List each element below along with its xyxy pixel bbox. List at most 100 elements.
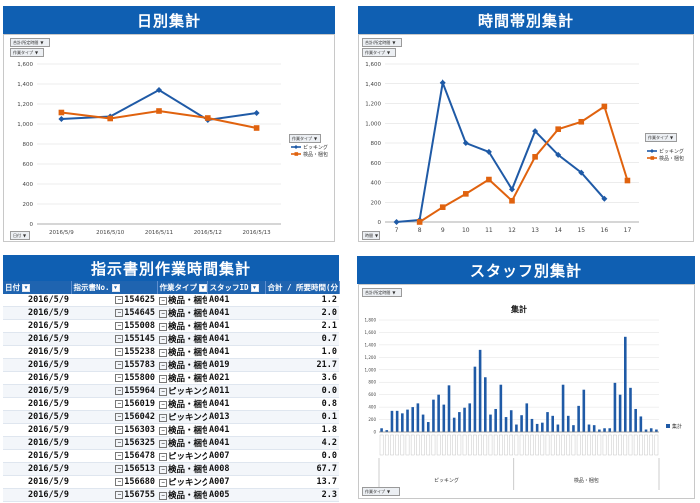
cell-instruction-no: −154625 [71,294,157,307]
staff-category-cell [457,434,462,456]
collapse-icon[interactable]: − [115,425,124,434]
header-date[interactable]: 日付 ▼ [3,281,72,294]
collapse-icon[interactable]: − [115,490,124,499]
collapse-icon[interactable]: − [115,399,124,408]
collapse-icon[interactable]: − [115,321,124,330]
table-row[interactable]: 2016/5/9−156325− 検品・梱包 A041 4.2 [3,436,339,450]
header-instruction-no[interactable]: 指示書No. ▼ [71,281,158,294]
staff-bar [639,416,643,432]
cell-instruction-no: −156478 [71,449,157,463]
table-row[interactable]: 2016/5/9−156755− 検品・梱包 A005 2.3 [3,488,339,502]
collapse-icon[interactable]: − [115,451,124,460]
legend-swatch [666,424,670,428]
x-tick-label: 16 [601,227,609,234]
x-tick-label: 9 [441,227,445,234]
collapse-icon[interactable]: − [115,412,124,421]
collapse-icon[interactable]: − [115,347,124,356]
header-staff-id[interactable]: スタッフID ▼ [207,281,266,294]
staff-chart-title: 集計 [510,304,527,314]
daily-task-field-button[interactable]: 作業タイプ ▼ [10,48,44,57]
hourly-legend-field-button[interactable]: 作業タイプ ▼ [645,133,677,142]
cell-instruction-no: −155145 [71,332,157,346]
hourly-task-field-button[interactable]: 作業タイプ ▼ [362,48,396,57]
daily-axis-field-button[interactable]: 日付 ▼ [10,231,30,240]
table-row[interactable]: 2016/5/9−154645− 検品・梱包 A041 2.0 [3,306,339,320]
cell-instruction-no: −155964 [71,384,157,398]
y-tick-label: 400 [368,405,376,410]
filter-dropdown-icon[interactable]: ▼ [199,284,206,292]
staff-category-cell [410,434,415,456]
table-row[interactable]: 2016/5/9−156042− ピッキング A013 0.1 [3,410,339,424]
data-point-picking [532,128,539,135]
filter-dropdown-icon[interactable]: ▼ [111,284,120,292]
table-row[interactable]: 2016/5/9−156478− ピッキング A007 0.0 [3,449,339,463]
collapse-icon[interactable]: − [159,400,167,409]
cell-staff-id: A041 [207,306,265,320]
data-point-packing [486,176,492,183]
legend-label: 検品・梱包 [659,155,684,162]
collapse-icon[interactable]: − [159,491,167,500]
collapse-icon[interactable]: − [159,465,167,474]
table-row[interactable]: 2016/5/9−155145− 検品・梱包 A041 0.7 [3,332,339,346]
table-row[interactable]: 2016/5/9−155783− 検品・梱包 A019 21.7 [3,358,339,372]
table-row[interactable]: 2016/5/9−156513− 検品・梱包 A008 67.7 [3,462,339,476]
staff-bar [566,415,570,432]
collapse-icon[interactable]: − [159,478,167,487]
cell-date: 2016/5/9 [3,436,71,450]
staff-category-cell [504,434,508,456]
collapse-icon[interactable]: − [115,295,124,304]
staff-value-field-button[interactable]: 合計/所定時間 ▼ [362,288,402,297]
table-row[interactable]: 2016/5/9−155800− 検品・梱包 A021 3.6 [3,371,339,385]
collapse-icon[interactable]: − [159,374,167,383]
collapse-icon[interactable]: − [115,360,124,369]
filter-dropdown-icon[interactable]: ▼ [250,284,259,292]
table-row[interactable]: 2016/5/9−156303− 検品・梱包 A041 1.8 [3,423,339,437]
collapse-icon[interactable]: − [159,426,167,435]
daily-value-field-button[interactable]: 合計/所定時間 ▼ [10,38,50,47]
collapse-icon[interactable]: − [115,386,124,395]
collapse-icon[interactable]: − [159,335,167,344]
staff-task-field-button[interactable]: 作業タイプ ▼ [362,487,400,496]
hourly-value-field-button[interactable]: 合計/所定時間 ▼ [362,38,402,47]
collapse-icon[interactable]: − [159,322,167,331]
table-row[interactable]: 2016/5/9−155238− 検品・梱包 A041 1.0 [3,345,339,359]
collapse-icon[interactable]: − [159,387,167,396]
y-tick-label: 0 [30,222,34,228]
table-row[interactable]: 2016/5/9−155008− 検品・梱包 A041 2.1 [3,319,339,333]
table-row[interactable]: 2016/5/9−156680− ピッキング A007 13.7 [3,475,339,489]
y-tick-label: 600 [368,392,376,397]
collapse-icon[interactable]: − [115,477,124,486]
daily-legend-field-button[interactable]: 作業タイプ ▼ [289,134,321,143]
staff-category-cell [545,434,550,456]
filter-dropdown-icon[interactable]: ▼ [22,284,30,292]
header-task-type[interactable]: 作業タイプ ▼ [157,281,208,294]
y-tick-label: 400 [23,182,34,188]
cell-task-type: − 検品・梱包 [157,345,207,359]
cell-task-type: − 検品・梱包 [157,358,207,372]
collapse-icon[interactable]: − [159,413,167,422]
collapse-icon[interactable]: − [159,296,167,305]
table-row[interactable]: 2016/5/9−156019− 検品・梱包 A041 0.8 [3,397,339,411]
hourly-axis-field-button[interactable]: 時間 ▼ [362,231,380,240]
table-row[interactable]: 2016/5/9−154625− 検品・梱包 A041 1.2 [3,294,339,307]
table-row[interactable]: 2016/5/9−155964− ピッキング A011 0.0 [3,384,339,398]
collapse-icon[interactable]: − [159,309,167,318]
staff-category-cell [509,434,514,456]
collapse-icon[interactable]: − [115,438,124,447]
collapse-icon[interactable]: − [115,334,124,343]
data-point-packing [578,118,585,125]
collapse-icon[interactable]: − [159,361,167,370]
collapse-icon[interactable]: − [159,348,167,357]
staff-bar [572,425,575,432]
staff-category-cell [561,434,565,456]
collapse-icon[interactable]: − [115,464,124,473]
staff-bar [515,424,518,432]
group-label-packing: 検品・梱包 [574,477,599,484]
collapse-icon[interactable]: − [115,373,124,382]
instruction-pivot-table: 日付 ▼ 指示書No. ▼ 作業タイプ ▼ スタッフID ▼ 合計 / 所要時間(分) … [3,281,340,502]
cell-total-minutes: 2.1 [265,319,339,333]
collapse-icon[interactable]: − [159,452,167,461]
collapse-icon[interactable]: − [159,439,167,448]
staff-bar [489,414,492,432]
collapse-icon[interactable]: − [115,308,124,317]
